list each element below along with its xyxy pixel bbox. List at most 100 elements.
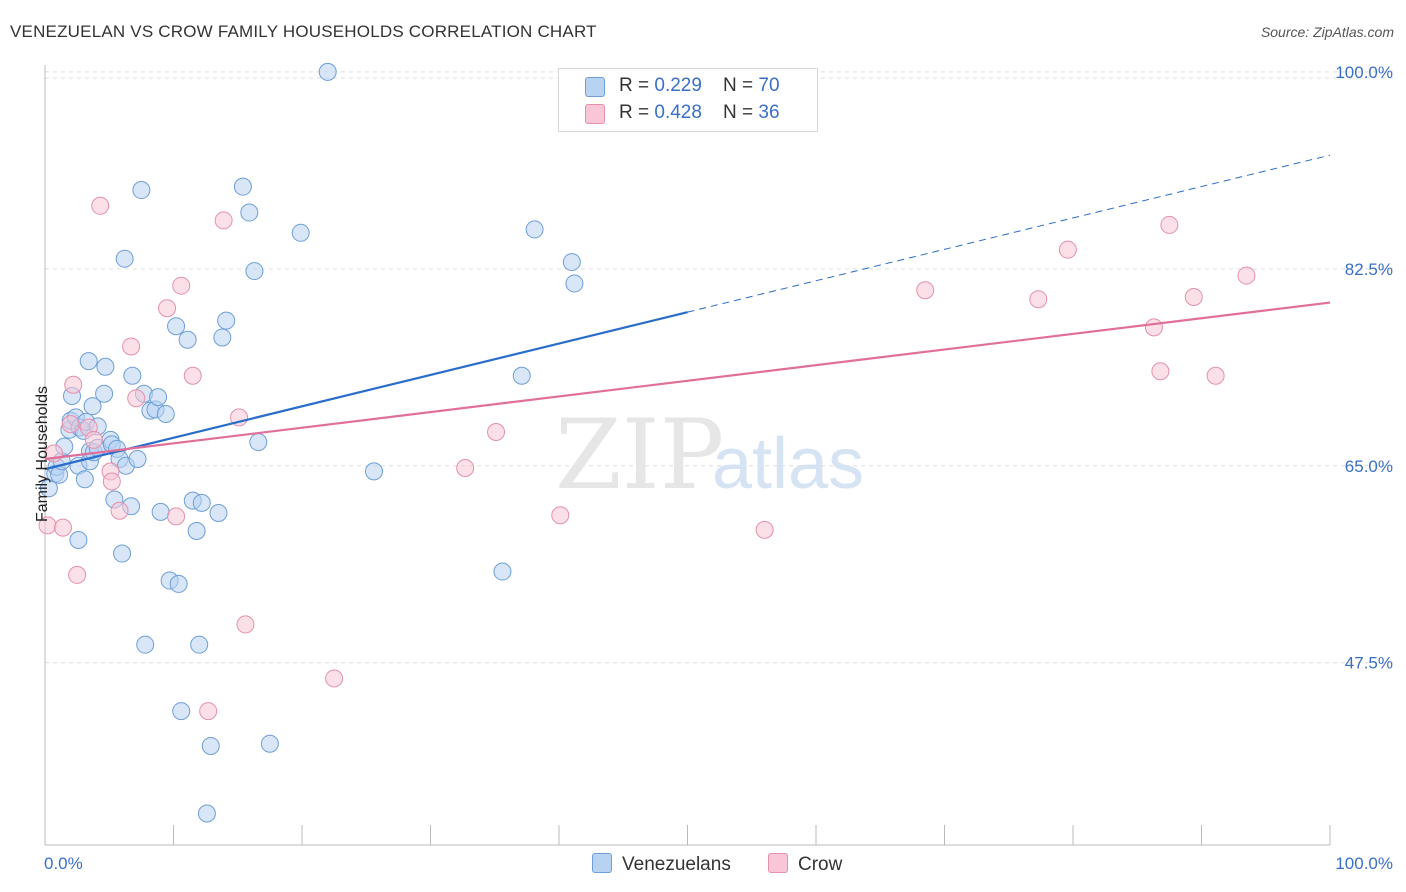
venezuelan-point — [493, 562, 512, 581]
crow-point — [110, 501, 129, 520]
venezuelan-point — [201, 736, 220, 755]
crow-point — [755, 520, 774, 539]
crow-point — [158, 299, 177, 318]
venezuelan-point — [565, 274, 584, 293]
venezuelan-point — [512, 366, 531, 385]
legend-swatch-pink — [585, 104, 605, 124]
legend-r-value: 0.229 — [654, 75, 702, 96]
legend-n-label: N = — [723, 75, 759, 96]
crow-point — [1206, 366, 1225, 385]
venezuelan-point — [136, 635, 155, 654]
venezuelan-trendline-extension — [687, 154, 1331, 313]
legend-n-value: 70 — [758, 75, 780, 96]
crow-point — [1237, 266, 1256, 285]
crow-point — [61, 415, 80, 434]
venezuelan-point — [197, 804, 216, 823]
watermark-zip: ZIP — [555, 399, 724, 511]
bottom-legend-swatch-blue — [592, 853, 612, 873]
crow-point — [84, 430, 103, 449]
crow-point — [1029, 290, 1048, 309]
venezuelan-point — [96, 357, 115, 376]
venezuelan-point — [156, 404, 175, 423]
venezuelan-point — [240, 203, 259, 222]
venezuelan-point — [149, 388, 168, 407]
x-tick-label: 0.0% — [44, 854, 83, 873]
venezuelan-point — [95, 384, 114, 403]
crow-point — [214, 211, 233, 230]
venezuelan-point — [123, 366, 142, 385]
venezuelan-point — [79, 352, 98, 371]
venezuelan-point — [260, 734, 279, 753]
x-tick-label: 100.0% — [1335, 854, 1393, 873]
crow-point — [1160, 215, 1179, 234]
crow-point — [172, 276, 191, 295]
venezuelan-point — [83, 397, 102, 416]
venezuelan-point — [115, 249, 134, 268]
crow-point — [325, 669, 344, 688]
chart-title: VENEZUELAN VS CROW FAMILY HOUSEHOLDS COR… — [10, 22, 597, 41]
venezuelan-point — [113, 544, 132, 563]
venezuelan-point — [318, 62, 337, 81]
y-tick-label: 65.0% — [1345, 457, 1393, 476]
venezuelan-point — [233, 177, 252, 196]
venezuelan-point — [291, 223, 310, 242]
venezuelan-point — [69, 531, 88, 550]
crow-point — [1151, 362, 1170, 381]
y-tick-label: 82.5% — [1345, 260, 1393, 279]
y-tick-label: 47.5% — [1345, 654, 1393, 673]
venezuelan-point — [128, 450, 147, 469]
crow-point — [102, 472, 121, 491]
crow-point — [68, 565, 87, 584]
y-axis-label: Family Households — [34, 385, 51, 523]
legend-n-label: N = — [723, 102, 759, 123]
legend-r-label: R = — [619, 75, 655, 96]
crow-point — [456, 459, 475, 478]
bottom-legend-swatch-pink — [768, 853, 788, 873]
venezuelan-point — [187, 522, 206, 541]
venezuelan-point — [209, 504, 228, 523]
crow-point — [1184, 287, 1203, 306]
crow-point — [487, 422, 506, 441]
legend-n-value: 36 — [758, 102, 780, 123]
venezuelan-point — [364, 462, 383, 481]
crow-point — [1058, 240, 1077, 259]
venezuelan-point — [178, 330, 197, 349]
venezuelan-trendline — [44, 311, 688, 471]
crow-point — [916, 281, 935, 300]
venezuelan-point — [190, 635, 209, 654]
venezuelan-point — [213, 328, 232, 347]
crow-point — [122, 337, 141, 356]
venezuelan-point — [217, 311, 236, 330]
legend-r-label: R = — [619, 102, 655, 123]
crow-point — [236, 615, 255, 634]
crow-point — [183, 366, 202, 385]
venezuelan-point — [167, 317, 186, 336]
crow-point — [1144, 318, 1163, 337]
crow-point — [64, 375, 83, 394]
crow-point — [199, 702, 218, 721]
venezuelan-point — [132, 181, 151, 200]
venezuelan-point — [169, 574, 188, 593]
bottom-legend-label: Crow — [798, 854, 843, 875]
crow-point — [53, 518, 72, 537]
crow-point — [167, 507, 186, 526]
watermark-atlas: atlas — [712, 424, 864, 504]
crow-point — [551, 506, 570, 525]
legend-swatch-blue — [585, 77, 605, 97]
venezuelan-point — [245, 262, 264, 281]
bottom-legend-crow: Crow — [768, 853, 842, 876]
venezuelan-point — [172, 702, 191, 721]
crow-point — [127, 389, 146, 408]
crow-trendline — [44, 301, 1331, 461]
y-tick-label: 100.0% — [1335, 63, 1393, 82]
source-label: Source: ZipAtlas.com — [1260, 24, 1394, 40]
bottom-legend-label: Venezuelans — [622, 854, 731, 875]
bottom-legend-venezuelans: Venezuelans — [592, 853, 731, 876]
venezuelan-point — [249, 433, 268, 452]
correlation-legend: R = 0.229 N = 70 R = 0.428 N = 36 — [558, 68, 818, 132]
venezuelan-point — [151, 502, 170, 521]
venezuelan-point — [75, 470, 94, 489]
venezuelan-point — [192, 493, 211, 512]
venezuelan-point — [562, 253, 581, 272]
